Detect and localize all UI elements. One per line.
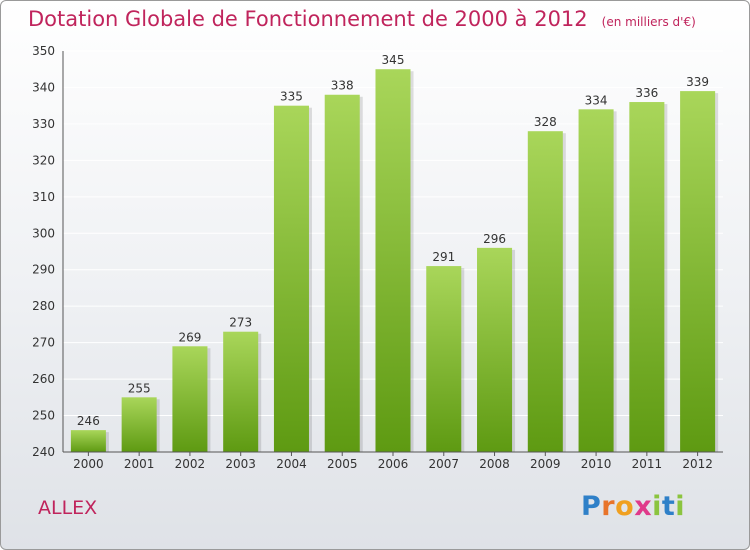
chart-title-text: Dotation Globale de Fonctionnement de 20…	[28, 7, 588, 31]
bar-value-label: 339	[686, 75, 709, 89]
x-tick-label: 2010	[581, 457, 612, 471]
bar-value-label: 345	[382, 53, 405, 67]
y-tick-label: 270	[32, 336, 55, 350]
x-tick-label: 2006	[378, 457, 409, 471]
bar	[477, 247, 513, 452]
y-tick-label: 240	[32, 445, 55, 459]
x-tick-label: 2009	[530, 457, 561, 471]
x-tick-label: 2000	[73, 457, 104, 471]
y-tick-label: 340	[32, 80, 55, 94]
x-tick-label: 2007	[428, 457, 459, 471]
proxiti-logo: Proxiti	[581, 491, 685, 522]
x-tick-label: 2001	[124, 457, 155, 471]
y-tick-label: 290	[32, 263, 55, 277]
bar	[273, 105, 309, 452]
bar-value-label: 269	[178, 330, 201, 344]
bar	[172, 346, 208, 452]
y-tick-label: 250	[32, 409, 55, 423]
y-tick-label: 280	[32, 299, 55, 313]
bar	[223, 331, 259, 452]
commune-name: ALLEX	[38, 497, 98, 519]
bar-value-label: 291	[432, 250, 455, 264]
x-tick-label: 2004	[276, 457, 307, 471]
bar-value-label: 338	[331, 79, 354, 93]
bar	[680, 91, 716, 452]
bar	[527, 131, 563, 452]
y-tick-label: 330	[32, 117, 55, 131]
bar-value-label: 336	[635, 86, 658, 100]
chart-unit: (en milliers d'€)	[601, 15, 696, 29]
logo-letter: i	[652, 491, 662, 522]
x-tick-label: 2003	[225, 457, 256, 471]
bar-value-label: 255	[128, 381, 151, 395]
bar	[629, 102, 665, 452]
bar-value-label: 335	[280, 90, 303, 104]
x-tick-label: 2012	[682, 457, 713, 471]
logo-letter: r	[601, 491, 616, 522]
y-tick-label: 300	[32, 226, 55, 240]
x-tick-label: 2011	[632, 457, 663, 471]
bar	[70, 430, 106, 452]
bar-value-label: 334	[585, 93, 608, 107]
bar	[426, 266, 462, 452]
logo-letter: x	[634, 491, 653, 522]
bar-value-label: 328	[534, 115, 557, 129]
bar	[324, 94, 360, 452]
bar-value-label: 273	[229, 316, 252, 330]
y-tick-label: 350	[32, 44, 55, 58]
y-tick-label: 310	[32, 190, 55, 204]
bar	[121, 397, 157, 452]
y-tick-label: 260	[32, 372, 55, 386]
bar	[578, 109, 614, 452]
x-tick-label: 2005	[327, 457, 358, 471]
y-tick-label: 320	[32, 153, 55, 167]
bar	[375, 69, 411, 453]
logo-letter: o	[615, 491, 635, 522]
bar-value-label: 296	[483, 232, 506, 246]
logo-letter: t	[661, 491, 676, 522]
logo-letter: i	[675, 491, 686, 522]
bar-value-label: 246	[77, 414, 100, 428]
x-tick-label: 2002	[175, 457, 206, 471]
x-tick-label: 2008	[479, 457, 510, 471]
logo-letter: P	[581, 491, 602, 522]
chart-title: Dotation Globale de Fonctionnement de 20…	[28, 7, 696, 31]
